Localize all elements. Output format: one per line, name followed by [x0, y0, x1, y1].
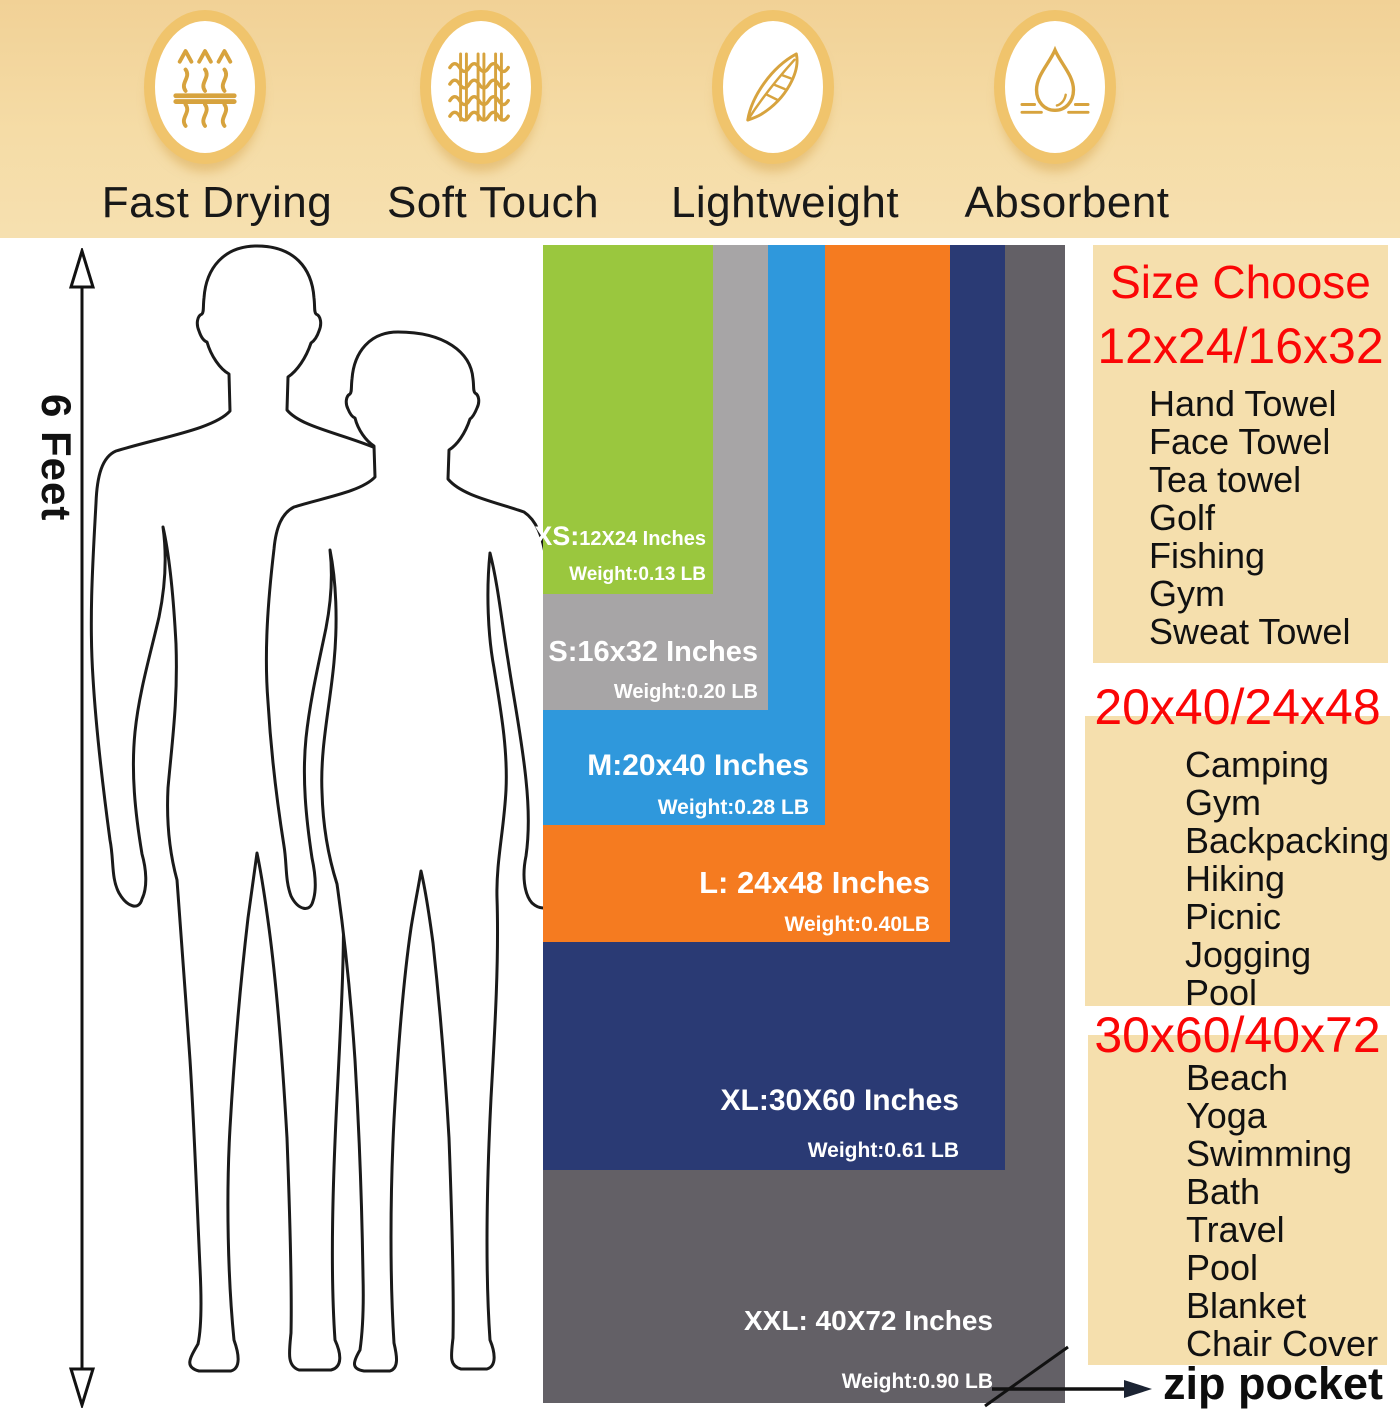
towel-xs: XS:12X24 Inches Weight:0.13 LB: [534, 245, 713, 594]
size-heading: 20x40/24x48: [1094, 679, 1381, 735]
list-item: Backpacking: [1185, 820, 1390, 861]
towel-m-text: M:20x40 Inches Weight:0.28 LB: [587, 749, 825, 825]
towel-xxl-text: XXL: 40X72 Inches Weight:0.90 LB: [744, 1305, 1065, 1403]
absorbent-icon-badge: [994, 10, 1116, 164]
towel-size-label: L: 24x48 Inches: [699, 865, 930, 901]
list-item: Gym: [1149, 573, 1225, 614]
features-banner: Fast Drying Soft Touch: [0, 0, 1400, 238]
human-figures: [89, 244, 558, 1373]
list-item: Beach: [1186, 1057, 1289, 1098]
list-item: Travel: [1186, 1209, 1285, 1250]
list-item: Yoga: [1186, 1095, 1267, 1136]
fabric-weave-icon: [448, 52, 510, 122]
towel-l-text: L: 24x48 Inches Weight:0.40LB: [699, 865, 950, 942]
towel-weight-label: Weight:0.28 LB: [657, 795, 809, 819]
towel-weight-label: Weight:0.90 LB: [841, 1369, 993, 1393]
use-case-list: Beach Yoga Swimming Bath Travel Pool Blanket Ch…: [1088, 1035, 1387, 1363]
size-heading: 30x60/40x72: [1094, 1007, 1381, 1063]
list-item: Hiking: [1185, 858, 1286, 899]
zip-pocket-label: zip pocket: [1163, 1358, 1384, 1409]
list-item: Hand Towel: [1149, 383, 1337, 424]
list-item: Pool: [1185, 972, 1258, 1013]
feather-icon: [746, 52, 799, 122]
size-guide-title: Size Choose: [1110, 256, 1371, 308]
list-item: Golf: [1149, 497, 1216, 538]
towel-weight-label: Weight:0.40LB: [784, 912, 930, 936]
zip-pocket-arrow: [984, 1345, 1152, 1408]
feature-label: Fast Drying: [101, 178, 333, 227]
list-item: Camping: [1185, 744, 1330, 785]
list-item: Sweat Towel: [1149, 611, 1351, 652]
feature-label: Lightweight: [670, 178, 900, 227]
list-item: Tea towel: [1149, 459, 1302, 500]
list-item: Blanket: [1186, 1285, 1307, 1326]
towel-size-label: XXL: 40X72 Inches: [743, 1304, 993, 1336]
towel-size-label: S:16x32 Inches: [548, 635, 758, 668]
list-item: Bath: [1186, 1171, 1261, 1212]
list-item: Gym: [1185, 782, 1261, 823]
feature-soft-touch: Soft Touch: [328, 10, 658, 228]
towel-weight-label: Weight:0.13 LB: [569, 564, 706, 586]
size-guide-panel-large: Beach Yoga Swimming Bath Travel Pool Blanket Ch…: [1088, 1035, 1387, 1365]
size-guide-panel-medium: Camping Gym Backpacking Hiking Picnic Jogging…: [1085, 716, 1390, 1012]
feature-label: Soft Touch: [386, 178, 600, 227]
height-scale-arrow: [68, 248, 96, 1408]
towel-size-label: M:20x40 Inches: [587, 749, 809, 783]
list-item: Swimming: [1186, 1133, 1353, 1174]
towel-xl-text: XL:30X60 Inches Weight:0.61 LB: [721, 1084, 1005, 1170]
list-item: Picnic: [1185, 896, 1282, 937]
steam-arrows-icon: [173, 49, 237, 128]
feature-fast-drying: Fast Drying: [52, 10, 382, 228]
feature-label: Absorbent: [964, 178, 1170, 227]
size-guide-panel-small: Size Choose 12x24/16x32 Hand Towel Face T…: [1093, 245, 1388, 663]
soft-touch-icon-badge: [420, 10, 542, 164]
water-drop-icon: [1020, 45, 1090, 114]
towel-weight-label: Weight:0.20 LB: [613, 681, 758, 703]
list-item: Fishing: [1149, 535, 1266, 576]
towel-s-text: S:16x32 Inches Weight:0.20 LB: [548, 636, 768, 710]
list-item: Pool: [1186, 1247, 1259, 1288]
towel-size-label: XS:12X24 Inches: [534, 521, 706, 552]
lightweight-icon-badge: [712, 10, 834, 164]
list-item: Jogging: [1185, 934, 1312, 975]
use-case-list: Camping Gym Backpacking Hiking Picnic Jogging…: [1085, 716, 1390, 1012]
fast-drying-icon-badge: [144, 10, 266, 164]
use-case-list: Hand Towel Face Towel Tea towel Golf Fishing…: [1093, 385, 1388, 651]
feature-absorbent: Absorbent: [902, 10, 1232, 228]
towel-size-label: XL:30X60 Inches: [720, 1084, 959, 1118]
size-heading: 12x24/16x32: [1097, 318, 1384, 374]
list-item: Chair Cover: [1186, 1323, 1379, 1364]
feature-lightweight: Lightweight: [620, 10, 950, 228]
list-item: Face Towel: [1149, 421, 1331, 462]
towel-weight-label: Weight:0.61 LB: [807, 1138, 959, 1162]
towel-xs-text: XS:12X24 Inches Weight:0.13 LB: [534, 521, 713, 594]
